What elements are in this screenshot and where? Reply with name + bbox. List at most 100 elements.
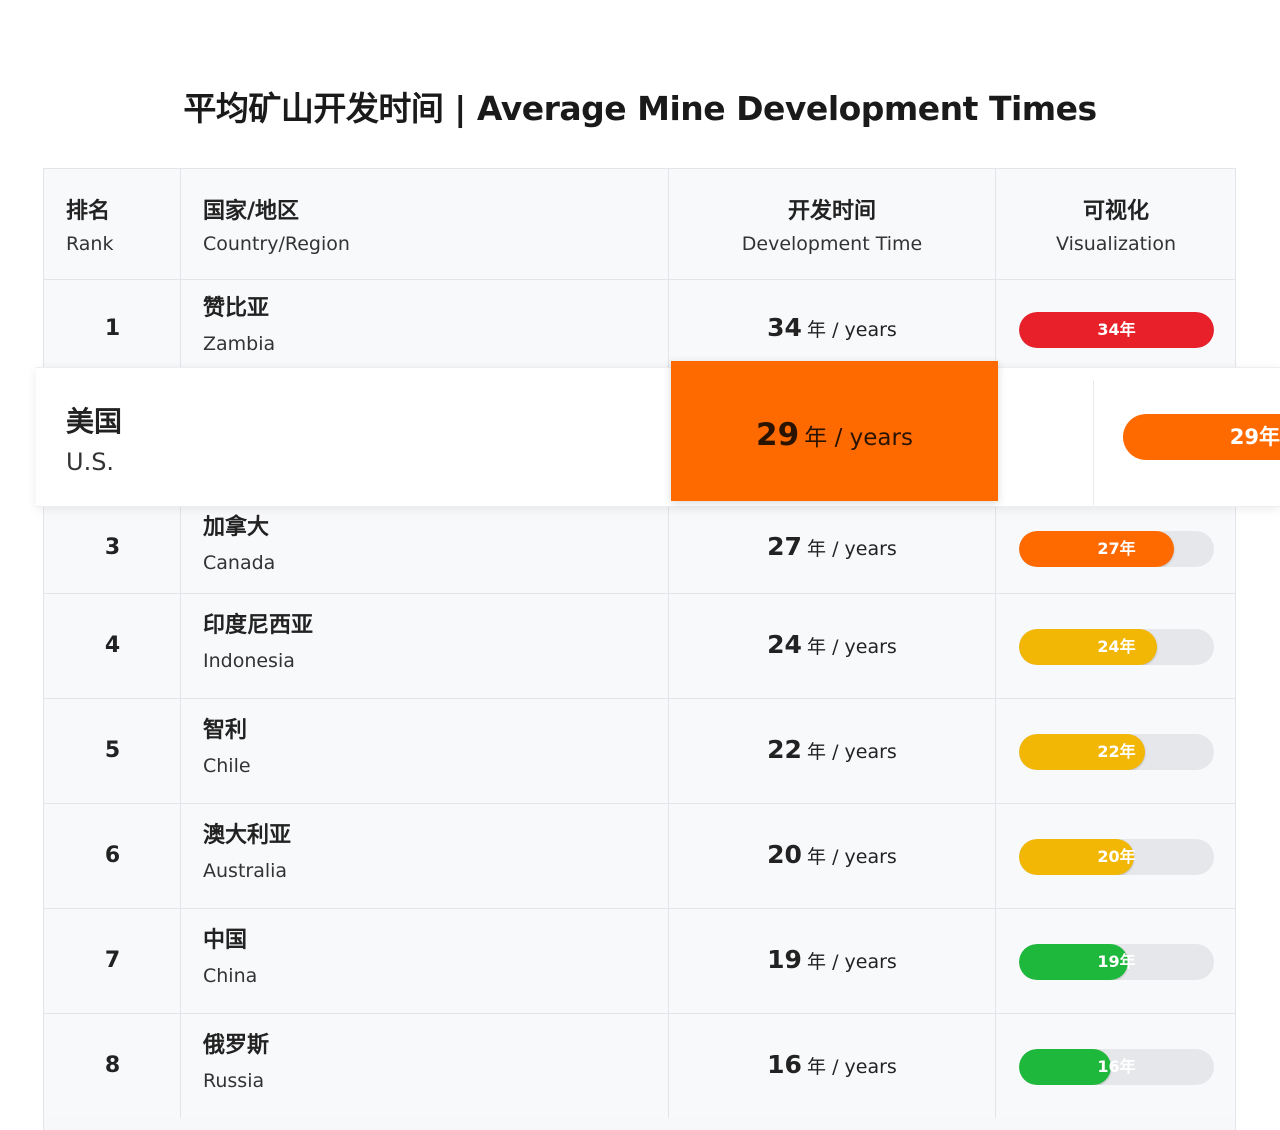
rank-number: 7 bbox=[104, 947, 121, 973]
highlight-bar-label: 29年 bbox=[1229, 425, 1280, 449]
viz-cell: 16年 bbox=[996, 1014, 1235, 1118]
header-time: 开发时间 Development Time bbox=[669, 169, 996, 279]
viz-cell: 34年 bbox=[996, 280, 1235, 379]
viz-cell: 20年 bbox=[996, 804, 1235, 908]
years-unit: 年 / years bbox=[807, 950, 897, 973]
years-value: 27 bbox=[767, 532, 802, 561]
country-cell: 澳大利亚 Australia bbox=[181, 804, 669, 908]
country-name-en: Australia bbox=[203, 859, 288, 882]
time-text: 34 年 / years bbox=[669, 313, 995, 342]
country-name-zh: 中国 bbox=[203, 927, 248, 953]
country-name-en: Russia bbox=[203, 1069, 265, 1092]
bar-label: 19年 bbox=[1097, 951, 1136, 971]
bar-fill bbox=[1019, 312, 1214, 348]
header-country: 国家/地区 Country/Region bbox=[181, 169, 669, 279]
time-cell: 16 年 / years bbox=[669, 1014, 996, 1118]
header-rank-zh: 排名 bbox=[66, 199, 111, 224]
rank-cell: 6 bbox=[44, 804, 181, 908]
rank-number: 4 bbox=[104, 632, 121, 658]
years-value: 24 bbox=[767, 629, 802, 659]
years-unit: 年 / years bbox=[807, 319, 897, 341]
country-cell: 赞比亚 Zambia bbox=[181, 280, 669, 379]
time-text: 19 年 / years bbox=[669, 945, 995, 974]
bar-track: 20年 bbox=[1019, 838, 1214, 875]
time-cell: 22 年 / years bbox=[669, 699, 996, 803]
time-cell: 20 年 / years bbox=[669, 804, 996, 908]
years-value: 19 bbox=[767, 944, 802, 974]
table-row: 8 俄罗斯 Russia 16 年 / years 16年 bbox=[44, 1013, 1235, 1118]
highlight-years: 29 bbox=[756, 417, 800, 453]
bar-track: 24年 bbox=[1019, 628, 1214, 665]
rank-cell: 1 bbox=[44, 280, 181, 379]
bar-fill bbox=[1019, 943, 1128, 980]
bar-track: 34年 bbox=[1019, 312, 1214, 348]
ranking-table: 排名 Rank 国家/地区 Country/Region 开发时间 Develo… bbox=[43, 168, 1236, 1130]
header-country-zh: 国家/地区 bbox=[203, 199, 300, 224]
time-text: 22 年 / years bbox=[669, 735, 995, 764]
highlight-unit: 年 / years bbox=[804, 425, 913, 451]
table-row: 4 印度尼西亚 Indonesia 24 年 / years 24年 bbox=[44, 593, 1235, 698]
rank-number: 8 bbox=[104, 1052, 121, 1078]
table-row: 1 赞比亚 Zambia 34 年 / years 34年 bbox=[44, 279, 1235, 379]
country-name-zh: 俄罗斯 bbox=[203, 1032, 270, 1058]
country-name-zh: 印度尼西亚 bbox=[203, 612, 314, 638]
bar-track: 16年 bbox=[1019, 1048, 1214, 1085]
bar-fill bbox=[1019, 628, 1157, 665]
time-cell: 19 年 / years bbox=[669, 909, 996, 1013]
bar-label: 24年 bbox=[1097, 636, 1136, 656]
header-viz-en: Visualization bbox=[1055, 233, 1176, 255]
time-cell: 24 年 / years bbox=[669, 594, 996, 698]
viz-cell: 27年 bbox=[996, 504, 1235, 593]
country-cell: 中国 China bbox=[181, 909, 669, 1013]
table-row: 7 中国 China 19 年 / years 19年 bbox=[44, 908, 1235, 1013]
rank-cell: 7 bbox=[44, 909, 181, 1013]
time-text: 20 年 / years bbox=[669, 840, 995, 869]
time-text: 16 年 / years bbox=[669, 1050, 995, 1079]
years-value: 34 bbox=[767, 313, 802, 342]
bar-label: 27年 bbox=[1097, 539, 1136, 558]
time-text: 24 年 / years bbox=[669, 630, 995, 659]
country-cell: 加拿大 Canada bbox=[181, 504, 669, 593]
years-unit: 年 / years bbox=[807, 538, 897, 560]
viz-cell: 22年 bbox=[996, 699, 1235, 803]
years-value: 22 bbox=[767, 734, 802, 764]
bar-label: 16年 bbox=[1097, 1056, 1136, 1076]
country-name-en: China bbox=[203, 964, 258, 987]
country-name-zh: 加拿大 bbox=[203, 515, 270, 540]
viz-cell: 19年 bbox=[996, 909, 1235, 1013]
country-name-en: Zambia bbox=[203, 333, 276, 355]
country-name-en: Chile bbox=[203, 754, 251, 777]
header-rank-en: Rank bbox=[66, 233, 114, 255]
bar-label: 20年 bbox=[1097, 846, 1136, 866]
country-name-en: Indonesia bbox=[203, 649, 295, 672]
rank-cell: 8 bbox=[44, 1014, 181, 1118]
rank-number: 1 bbox=[104, 316, 121, 341]
bar-fill bbox=[1019, 1048, 1111, 1085]
country-name-zh: 智利 bbox=[203, 717, 248, 743]
country-cell: 俄罗斯 Russia bbox=[181, 1014, 669, 1118]
bar-track: 27年 bbox=[1019, 531, 1214, 567]
country-name-zh: 赞比亚 bbox=[203, 296, 270, 321]
years-unit: 年 / years bbox=[807, 845, 897, 868]
highlight-country-en: U.S. bbox=[66, 448, 115, 476]
header-viz: 可视化 Visualization bbox=[996, 169, 1235, 279]
rank-cell: 4 bbox=[44, 594, 181, 698]
rank-number: 6 bbox=[104, 842, 121, 868]
bar-fill bbox=[1019, 733, 1146, 770]
table-header: 排名 Rank 国家/地区 Country/Region 开发时间 Develo… bbox=[44, 168, 1235, 279]
highlight-country-zh: 美国 bbox=[66, 405, 123, 438]
highlight-bar bbox=[1123, 414, 1280, 460]
bar-label: 34年 bbox=[1097, 320, 1136, 339]
time-text: 27 年 / years bbox=[669, 532, 995, 561]
time-cell: 34 年 / years bbox=[669, 280, 996, 379]
highlight-time-text: 29 年 / years bbox=[671, 417, 998, 453]
highlight-time-cell: 29 年 / years bbox=[671, 361, 998, 501]
table-row: 5 智利 Chile 22 年 / years 22年 bbox=[44, 698, 1235, 803]
bar-fill bbox=[1019, 838, 1134, 875]
rank-number: 3 bbox=[104, 535, 121, 560]
page-title: 平均矿山开发时间 | Average Mine Development Time… bbox=[183, 89, 1097, 128]
bar-track: 19年 bbox=[1019, 943, 1214, 980]
years-value: 16 bbox=[767, 1049, 802, 1079]
country-cell: 智利 Chile bbox=[181, 699, 669, 803]
rank-cell: 3 bbox=[44, 504, 181, 593]
